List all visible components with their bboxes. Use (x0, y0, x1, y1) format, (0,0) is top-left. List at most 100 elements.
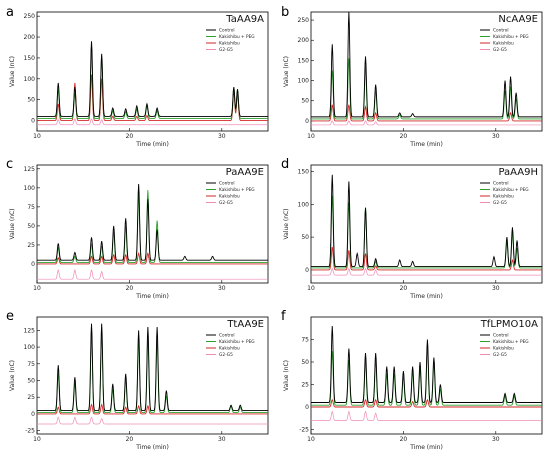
chart-panel-d: d PaAA9H 0 50 100 150 10 20 30 Time (min) Value (n… (281, 157, 543, 300)
y-axis-label: Value (nC) (9, 360, 16, 391)
panel-letter: a (6, 5, 14, 20)
y-tick-label: 150 (298, 169, 310, 176)
x-tick-label: 20 (126, 133, 134, 140)
legend-label-control: Control (493, 333, 509, 339)
legend-label-control: Control (219, 333, 235, 339)
plot-frame (36, 11, 269, 132)
y-tick-label: 150 (298, 57, 310, 64)
panel-letter: d (281, 157, 289, 172)
series-line-kakishibu (37, 251, 268, 265)
y-tick-label: 0 (305, 118, 309, 125)
y-tick-label: 100 (298, 201, 310, 208)
chart-panel-f: f TfLPMO10A -25 0 25 50 75 10 20 30 Time (min) Valu… (281, 309, 543, 451)
y-tick-label: 0 (305, 267, 309, 274)
legend-label-g2-g5: G2-G5 (493, 352, 507, 358)
y-tick-label: 100 (298, 78, 310, 85)
series-line-kakishibu (311, 104, 542, 122)
y-tick-label: 100 (24, 185, 36, 192)
y-tick-label: 100 (24, 76, 36, 83)
y-tick-label: 200 (24, 34, 36, 41)
y-tick-label: -25 (299, 427, 309, 434)
panel-letter: f (281, 309, 286, 324)
series-line-g2-g5 (311, 410, 542, 421)
legend-label-g2-g5: G2-G5 (493, 200, 507, 206)
y-tick-label: 250 (298, 17, 310, 24)
x-tick-label: 20 (400, 436, 408, 443)
x-tick-label: 20 (400, 133, 408, 140)
plot-frame (36, 164, 269, 284)
x-tick-label: 20 (126, 436, 134, 443)
chart-panel-e: e TtAA9E -25 0 25 50 75 100 125 10 20 30 Time (min) V… (6, 309, 269, 451)
panel-title: TtAA9E (226, 319, 264, 330)
x-tick-label: 20 (400, 285, 408, 292)
y-tick-label: 200 (298, 37, 310, 44)
chart-panel-a: a TaAA9A 0 50 100 150 200 250 10 20 30 Time (min) Va… (6, 5, 269, 148)
legend-label-g2-g5: G2-G5 (219, 200, 233, 206)
panel-letter: e (6, 309, 14, 324)
legend-label-g2-g5: G2-G5 (493, 47, 507, 53)
y-tick-label: 50 (301, 359, 309, 366)
legend-label-kakishibu-peg: Kakishibu + PEG (493, 34, 529, 40)
x-tick-label: 30 (492, 285, 500, 292)
x-tick-label: 30 (218, 436, 226, 443)
y-tick-label: 25 (27, 242, 35, 249)
plot-frame (310, 316, 543, 435)
plot-frame (310, 164, 543, 284)
legend-label-control: Control (219, 28, 235, 34)
y-tick-label: 125 (24, 327, 36, 334)
series-line-control (37, 323, 268, 412)
series-line-g2-g5 (311, 267, 542, 276)
x-tick-label: 20 (126, 285, 134, 292)
series-line-g2-g5 (37, 269, 268, 280)
legend-label-kakishibu: Kakishibu (493, 346, 514, 352)
panel-title: TfLPMO10A (480, 319, 538, 330)
series-line-g2-g5 (37, 118, 268, 126)
series-line-g2-g5 (37, 416, 268, 425)
legend-label-kakishibu: Kakishibu (493, 194, 514, 200)
y-axis-label: Value (nC) (9, 56, 16, 87)
y-tick-label: 150 (24, 55, 36, 62)
series-line-kakishibu-peg (37, 190, 268, 263)
x-tick-label: 30 (218, 285, 226, 292)
series-line-kakishibu-peg (37, 47, 268, 119)
legend-label-kakishibu-peg: Kakishibu + PEG (219, 187, 255, 193)
y-tick-label: 100 (24, 344, 36, 351)
x-axis-label: Time (min) (409, 141, 443, 148)
y-axis-label: Value (nC) (9, 208, 16, 239)
y-tick-label: 50 (27, 223, 35, 230)
y-tick-label: 75 (27, 204, 35, 211)
x-tick-label: 10 (33, 133, 41, 140)
series-line-kakishibu (311, 246, 542, 271)
y-tick-label: 0 (31, 411, 35, 418)
chart-panel-c: c PaAA9E 0 25 50 75 100 125 10 20 30 Time (min) Valu… (6, 157, 269, 300)
x-tick-label: 30 (492, 133, 500, 140)
legend-label-kakishibu: Kakishibu (219, 346, 240, 352)
legend-label-kakishibu: Kakishibu (219, 194, 240, 200)
y-tick-label: 50 (27, 97, 35, 104)
legend-label-kakishibu-peg: Kakishibu + PEG (493, 187, 529, 193)
x-tick-label: 10 (307, 436, 315, 443)
panel-letter: b (281, 5, 289, 20)
legend-label-control: Control (493, 181, 509, 187)
x-tick-label: 10 (33, 285, 41, 292)
plot-frame (310, 11, 543, 132)
y-tick-label: 0 (31, 261, 35, 268)
series-line-kakishibu (37, 403, 268, 415)
legend-label-control: Control (219, 181, 235, 187)
y-tick-label: 75 (301, 337, 309, 344)
x-tick-label: 10 (33, 436, 41, 443)
series-line-kakishibu-peg (311, 58, 542, 120)
series-line-control (37, 41, 268, 117)
legend-label-kakishibu-peg: Kakishibu + PEG (219, 34, 255, 40)
legend-label-g2-g5: G2-G5 (219, 352, 233, 358)
series-line-control (311, 174, 542, 268)
series-line-control (311, 325, 542, 403)
x-axis-label: Time (min) (135, 141, 169, 148)
panel-title: NcAA9E (498, 14, 538, 25)
legend-label-kakishibu-peg: Kakishibu + PEG (219, 339, 255, 345)
